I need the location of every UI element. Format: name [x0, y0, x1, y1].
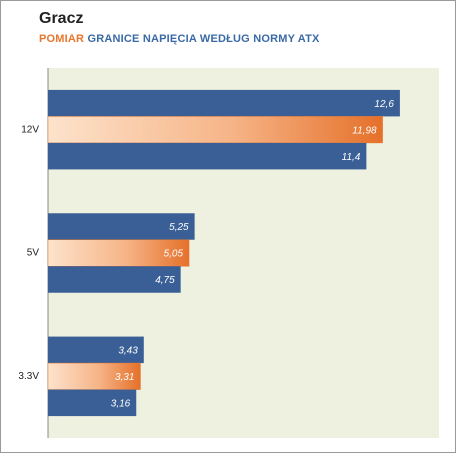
- chart-subtitle: POMIAR GRANICE NAPIĘCIA WEDŁUG NORMY ATX: [39, 33, 320, 45]
- bar: [48, 266, 181, 293]
- chart-title: Gracz: [39, 10, 84, 27]
- value-label: 3,31: [115, 372, 134, 383]
- bar: [48, 89, 400, 117]
- value-label: 5,05: [164, 249, 184, 260]
- y-tick-label: 3.3V: [18, 371, 39, 382]
- value-label: 11,98: [352, 125, 377, 136]
- bar: [47, 362, 141, 390]
- value-label: 4,75: [155, 275, 175, 286]
- legend-entry: POMIAR: [39, 33, 85, 45]
- value-label: 3,16: [111, 398, 131, 409]
- value-label: 5,25: [169, 222, 189, 233]
- bar: [47, 239, 190, 267]
- bar: [48, 336, 144, 364]
- y-tick-label: 12V: [21, 124, 39, 135]
- bar: [48, 142, 367, 170]
- value-label: 12,6: [374, 99, 394, 110]
- value-label: 3,43: [118, 345, 138, 356]
- y-tick-label: 5V: [27, 248, 40, 259]
- bar: [48, 389, 137, 417]
- value-label: 11,4: [342, 152, 361, 163]
- bar: [48, 213, 195, 240]
- bar: [47, 116, 383, 144]
- legend-entry: GRANICE NAPIĘCIA WEDŁUG NORMY ATX: [87, 33, 320, 45]
